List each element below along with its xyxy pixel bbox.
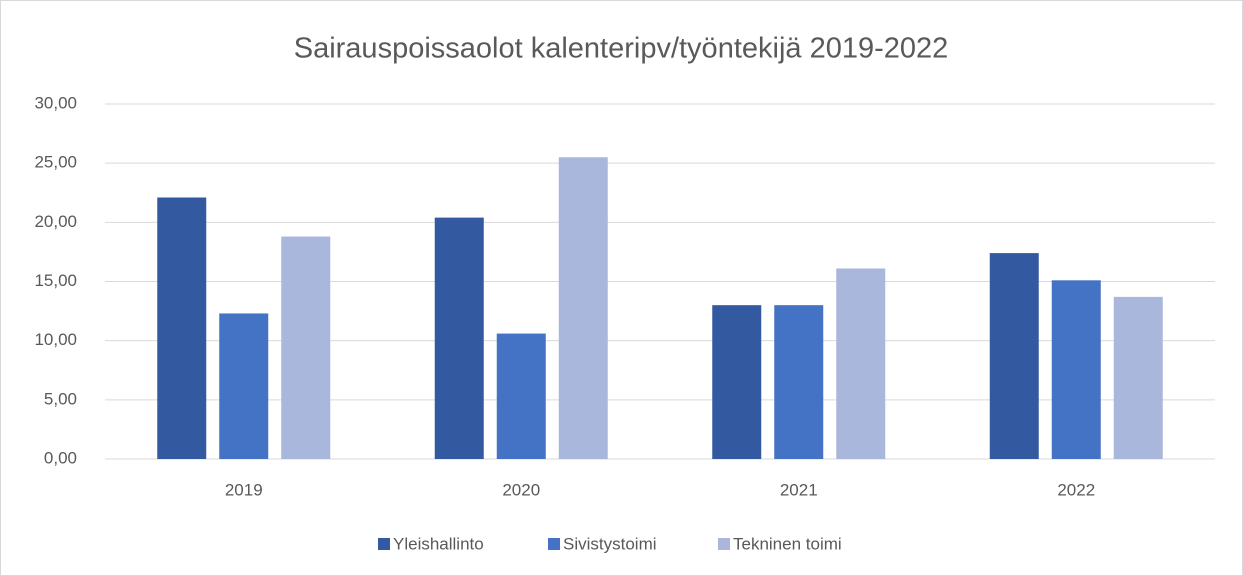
chart-title: Sairauspoissaolot kalenteripv/työntekijä… (294, 33, 949, 65)
legend-swatch (548, 538, 560, 550)
y-tick-label: 20,00 (34, 212, 77, 231)
bar (219, 313, 269, 459)
legend-swatch (378, 538, 390, 550)
y-tick-label: 10,00 (34, 330, 77, 349)
bar (836, 268, 886, 459)
bar (281, 236, 331, 459)
legend-label: Sivistystoimi (563, 534, 657, 553)
x-tick-label: 2022 (1057, 480, 1095, 499)
x-tick-label: 2020 (502, 480, 540, 499)
y-tick-label: 5,00 (44, 389, 77, 408)
bar (157, 197, 207, 459)
y-tick-label: 0,00 (44, 448, 77, 467)
bar (434, 217, 484, 459)
y-tick-label: 15,00 (34, 271, 77, 290)
x-tick-label: 2021 (780, 480, 818, 499)
legend-label: Tekninen toimi (733, 534, 842, 553)
bar (989, 253, 1039, 459)
bar (1113, 296, 1163, 459)
bar (496, 333, 546, 459)
legend-label: Yleishallinto (393, 534, 484, 553)
bar (558, 157, 608, 459)
bar (1051, 280, 1101, 459)
y-tick-label: 25,00 (34, 153, 77, 172)
x-tick-label: 2019 (225, 480, 263, 499)
bar (712, 305, 762, 459)
bar (774, 305, 824, 459)
legend-swatch (718, 538, 730, 550)
y-tick-label: 30,00 (34, 93, 77, 112)
